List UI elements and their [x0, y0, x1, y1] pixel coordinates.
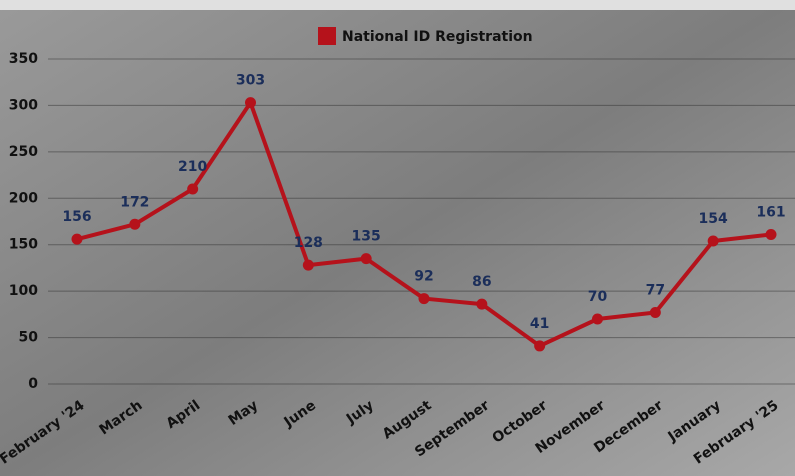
- point: [303, 260, 314, 271]
- point: [766, 229, 777, 240]
- y-tick-label: 200: [9, 190, 38, 206]
- data-label: 161: [756, 205, 785, 221]
- data-label: 135: [352, 229, 381, 245]
- point: [534, 340, 545, 351]
- y-tick-label: 50: [19, 330, 39, 346]
- data-label: 77: [646, 283, 665, 299]
- y-tick-label: 250: [9, 144, 38, 160]
- point: [361, 253, 372, 264]
- point: [419, 293, 430, 304]
- point: [592, 314, 603, 325]
- data-label: 128: [294, 235, 323, 251]
- data-label: 70: [588, 289, 608, 305]
- point: [650, 307, 661, 318]
- data-label: 86: [472, 274, 491, 290]
- data-label: 92: [414, 269, 433, 285]
- data-label: 41: [530, 316, 549, 332]
- data-label: 156: [62, 209, 91, 225]
- data-label: 210: [178, 159, 207, 175]
- point: [708, 236, 719, 247]
- data-label: 154: [699, 211, 728, 227]
- y-tick-label: 0: [28, 376, 38, 392]
- data-label: 172: [120, 194, 149, 210]
- legend-swatch: [318, 27, 336, 45]
- y-tick-label: 350: [9, 51, 38, 67]
- legend-label: National ID Registration: [342, 29, 533, 45]
- chart: 050100150200250300350February '24MarchAp…: [0, 0, 795, 476]
- point: [129, 219, 140, 230]
- point: [476, 299, 487, 310]
- data-label: 303: [236, 73, 265, 89]
- y-tick-label: 150: [9, 237, 38, 253]
- y-tick-label: 300: [9, 97, 38, 113]
- point: [187, 184, 198, 195]
- point: [245, 97, 256, 108]
- top-band: [0, 0, 795, 10]
- background-photo: [0, 0, 795, 476]
- y-tick-label: 100: [9, 283, 38, 299]
- point: [72, 234, 83, 245]
- page: 050100150200250300350February '24MarchAp…: [0, 0, 795, 476]
